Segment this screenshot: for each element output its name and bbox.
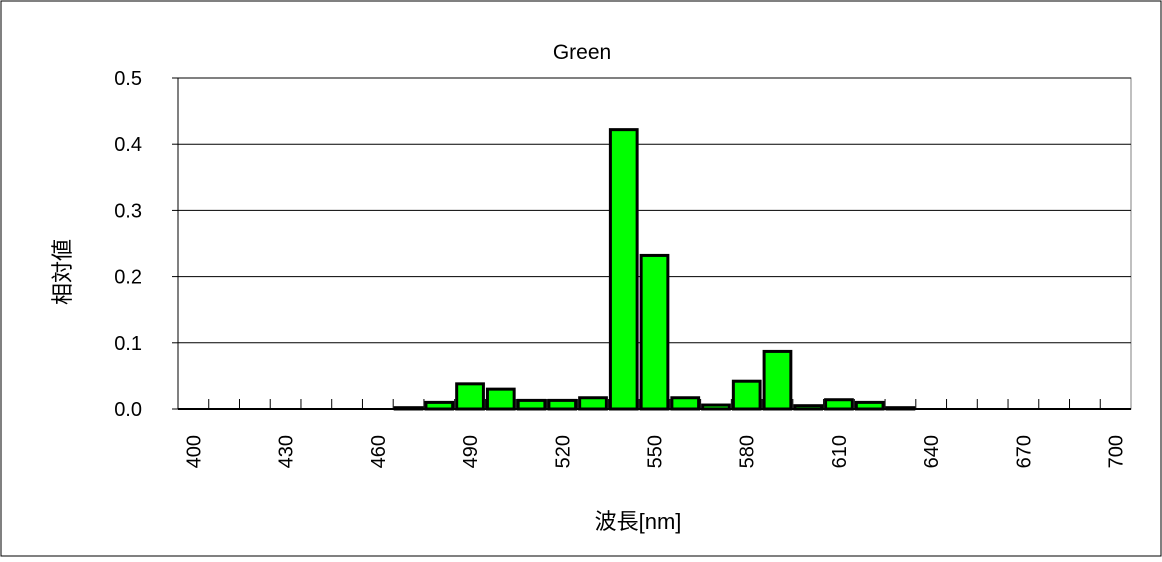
x-tick-label: 640 [921,435,943,468]
y-tick-label: 0.0 [114,399,142,421]
x-tick-label: 490 [460,435,482,468]
bar [455,382,485,411]
y-tick-labels: 0.0 0.1 0.2 0.3 0.4 0.5 [114,68,142,421]
x-tick-label: 550 [645,435,667,468]
y-tick-label: 0.3 [114,200,142,222]
x-tick-labels: 400 430 460 490 520 550 580 610 640 670 700 [183,435,1127,468]
y-tick-label: 0.5 [114,68,142,90]
x-tick-label: 400 [183,435,205,468]
bar [547,398,578,411]
bars [393,128,916,411]
y-tick-label: 0.1 [114,333,142,355]
chart-title: Green [553,41,611,64]
x-tick-label: 670 [1013,435,1035,468]
y-tick-label: 0.2 [114,267,142,289]
x-tick-label: 580 [737,435,759,468]
bar [824,398,854,411]
bar [516,398,547,411]
y-axis-title: 相対値 [50,239,75,305]
x-tick-label: 610 [829,435,851,468]
bar [731,379,762,411]
x-tick-label: 700 [1106,435,1128,468]
bar [762,349,793,411]
y-tick-label: 0.4 [114,134,142,156]
bar [670,396,701,411]
bar [578,396,608,411]
x-tick-label: 430 [276,435,298,468]
bar [485,387,516,411]
x-tick-label: 460 [368,435,390,468]
bar [608,128,639,411]
axes [172,77,1131,410]
bar [639,253,670,411]
x-tick-label: 520 [552,435,574,468]
x-axis-title: 波長[nm] [595,509,682,534]
